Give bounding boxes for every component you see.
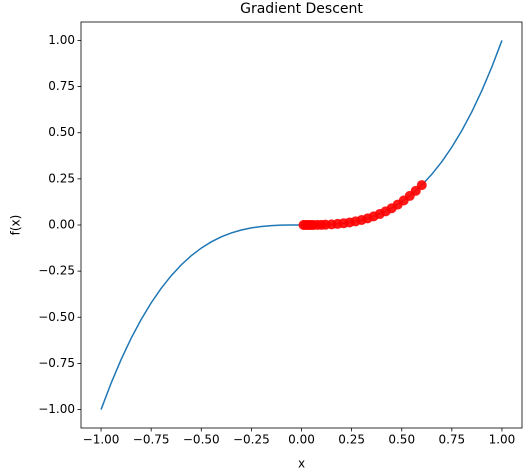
plot-frame <box>80 21 523 429</box>
x-tick-label: 0.25 <box>338 433 365 447</box>
y-tick-label: −0.75 <box>38 356 75 370</box>
y-tick-label: −0.25 <box>38 264 75 278</box>
x-tick-label: 0.00 <box>288 433 315 447</box>
y-tick-label: −0.50 <box>38 310 75 324</box>
x-tick-label: 0.50 <box>388 433 415 447</box>
y-tick-label: 0.25 <box>48 171 75 185</box>
y-axis-label: f(x) <box>9 215 23 236</box>
y-tick-label: 0.75 <box>48 79 75 93</box>
x-tick-label: −1.00 <box>83 433 120 447</box>
y-tick-label: 0.00 <box>48 218 75 232</box>
x-tick-label: −0.25 <box>233 433 270 447</box>
chart-title: Gradient Descent <box>240 1 363 17</box>
x-tick-label: −0.75 <box>133 433 170 447</box>
y-tick-label: 0.50 <box>48 125 75 139</box>
x-tick-label: 0.75 <box>438 433 465 447</box>
x-tick-label: −0.50 <box>183 433 220 447</box>
x-tick-label: 1.00 <box>489 433 516 447</box>
y-tick-label: 1.00 <box>48 33 75 47</box>
point <box>298 220 309 230</box>
y-tick-label: −1.00 <box>38 402 75 416</box>
x-axis-label: x <box>298 457 305 471</box>
